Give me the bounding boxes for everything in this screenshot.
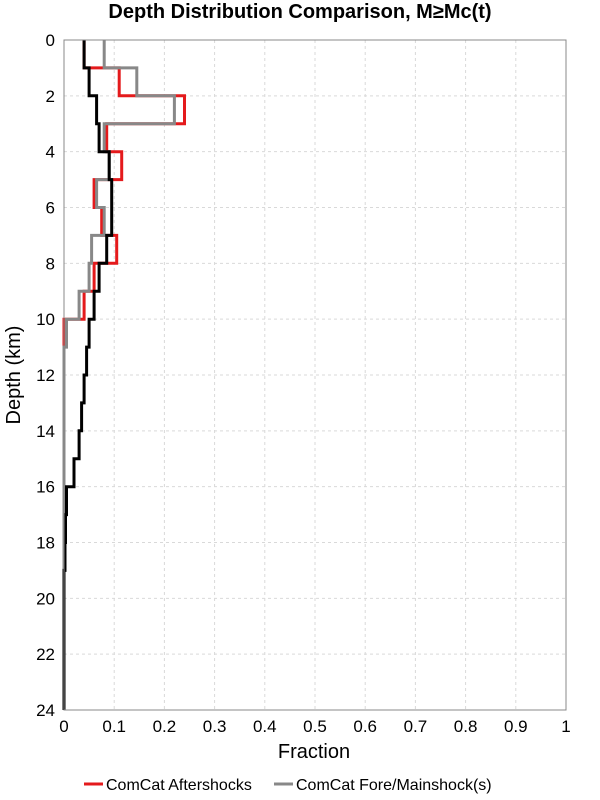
x-tick-label: 0.3 [203,717,227,736]
x-tick-label: 0.6 [353,717,377,736]
x-axis-label: Fraction [278,741,350,763]
y-tick-label: 14 [36,422,55,441]
x-tick-label: 0 [59,717,68,736]
y-tick-label: 2 [46,87,55,106]
black-step-line [62,40,114,710]
plot-frame [63,39,567,711]
x-tick-label: 0.7 [404,717,428,736]
x-tick-label: 0.8 [454,717,478,736]
x-tick-label: 0.9 [504,717,528,736]
x-axis-ticks: 0 0.1 0.2 0.3 0.4 0.5 0.6 0.7 0.8 0.9 1 [59,717,570,736]
legend-label-fore-mainshocks: ComCat Fore/Mainshock(s) [296,777,492,794]
y-tick-label: 20 [36,589,55,608]
legend: ComCat Aftershocks ComCat Fore/Mainshock… [84,777,492,794]
y-tick-label: 22 [36,645,55,664]
x-tick-label: 0.4 [253,717,277,736]
y-tick-label: 12 [36,366,55,385]
y-tick-label: 8 [46,254,55,273]
y-tick-label: 16 [36,478,55,497]
y-axis-label: Depth (km) [3,326,25,425]
y-tick-label: 24 [36,701,55,720]
chart-title: Depth Distribution Comparison, M≥Mc(t) [108,1,491,23]
legend-label-aftershocks: ComCat Aftershocks [106,777,252,794]
x-tick-label: 0.5 [303,717,327,736]
x-tick-label: 1 [561,717,570,736]
y-tick-label: 18 [36,534,55,553]
y-tick-label: 10 [36,310,55,329]
x-tick-label: 0.1 [102,717,126,736]
y-tick-label: 6 [46,199,55,218]
y-tick-label: 4 [46,143,55,162]
x-tick-label: 0.2 [153,717,177,736]
y-tick-label: 0 [46,31,55,50]
grid-lines [63,39,567,711]
